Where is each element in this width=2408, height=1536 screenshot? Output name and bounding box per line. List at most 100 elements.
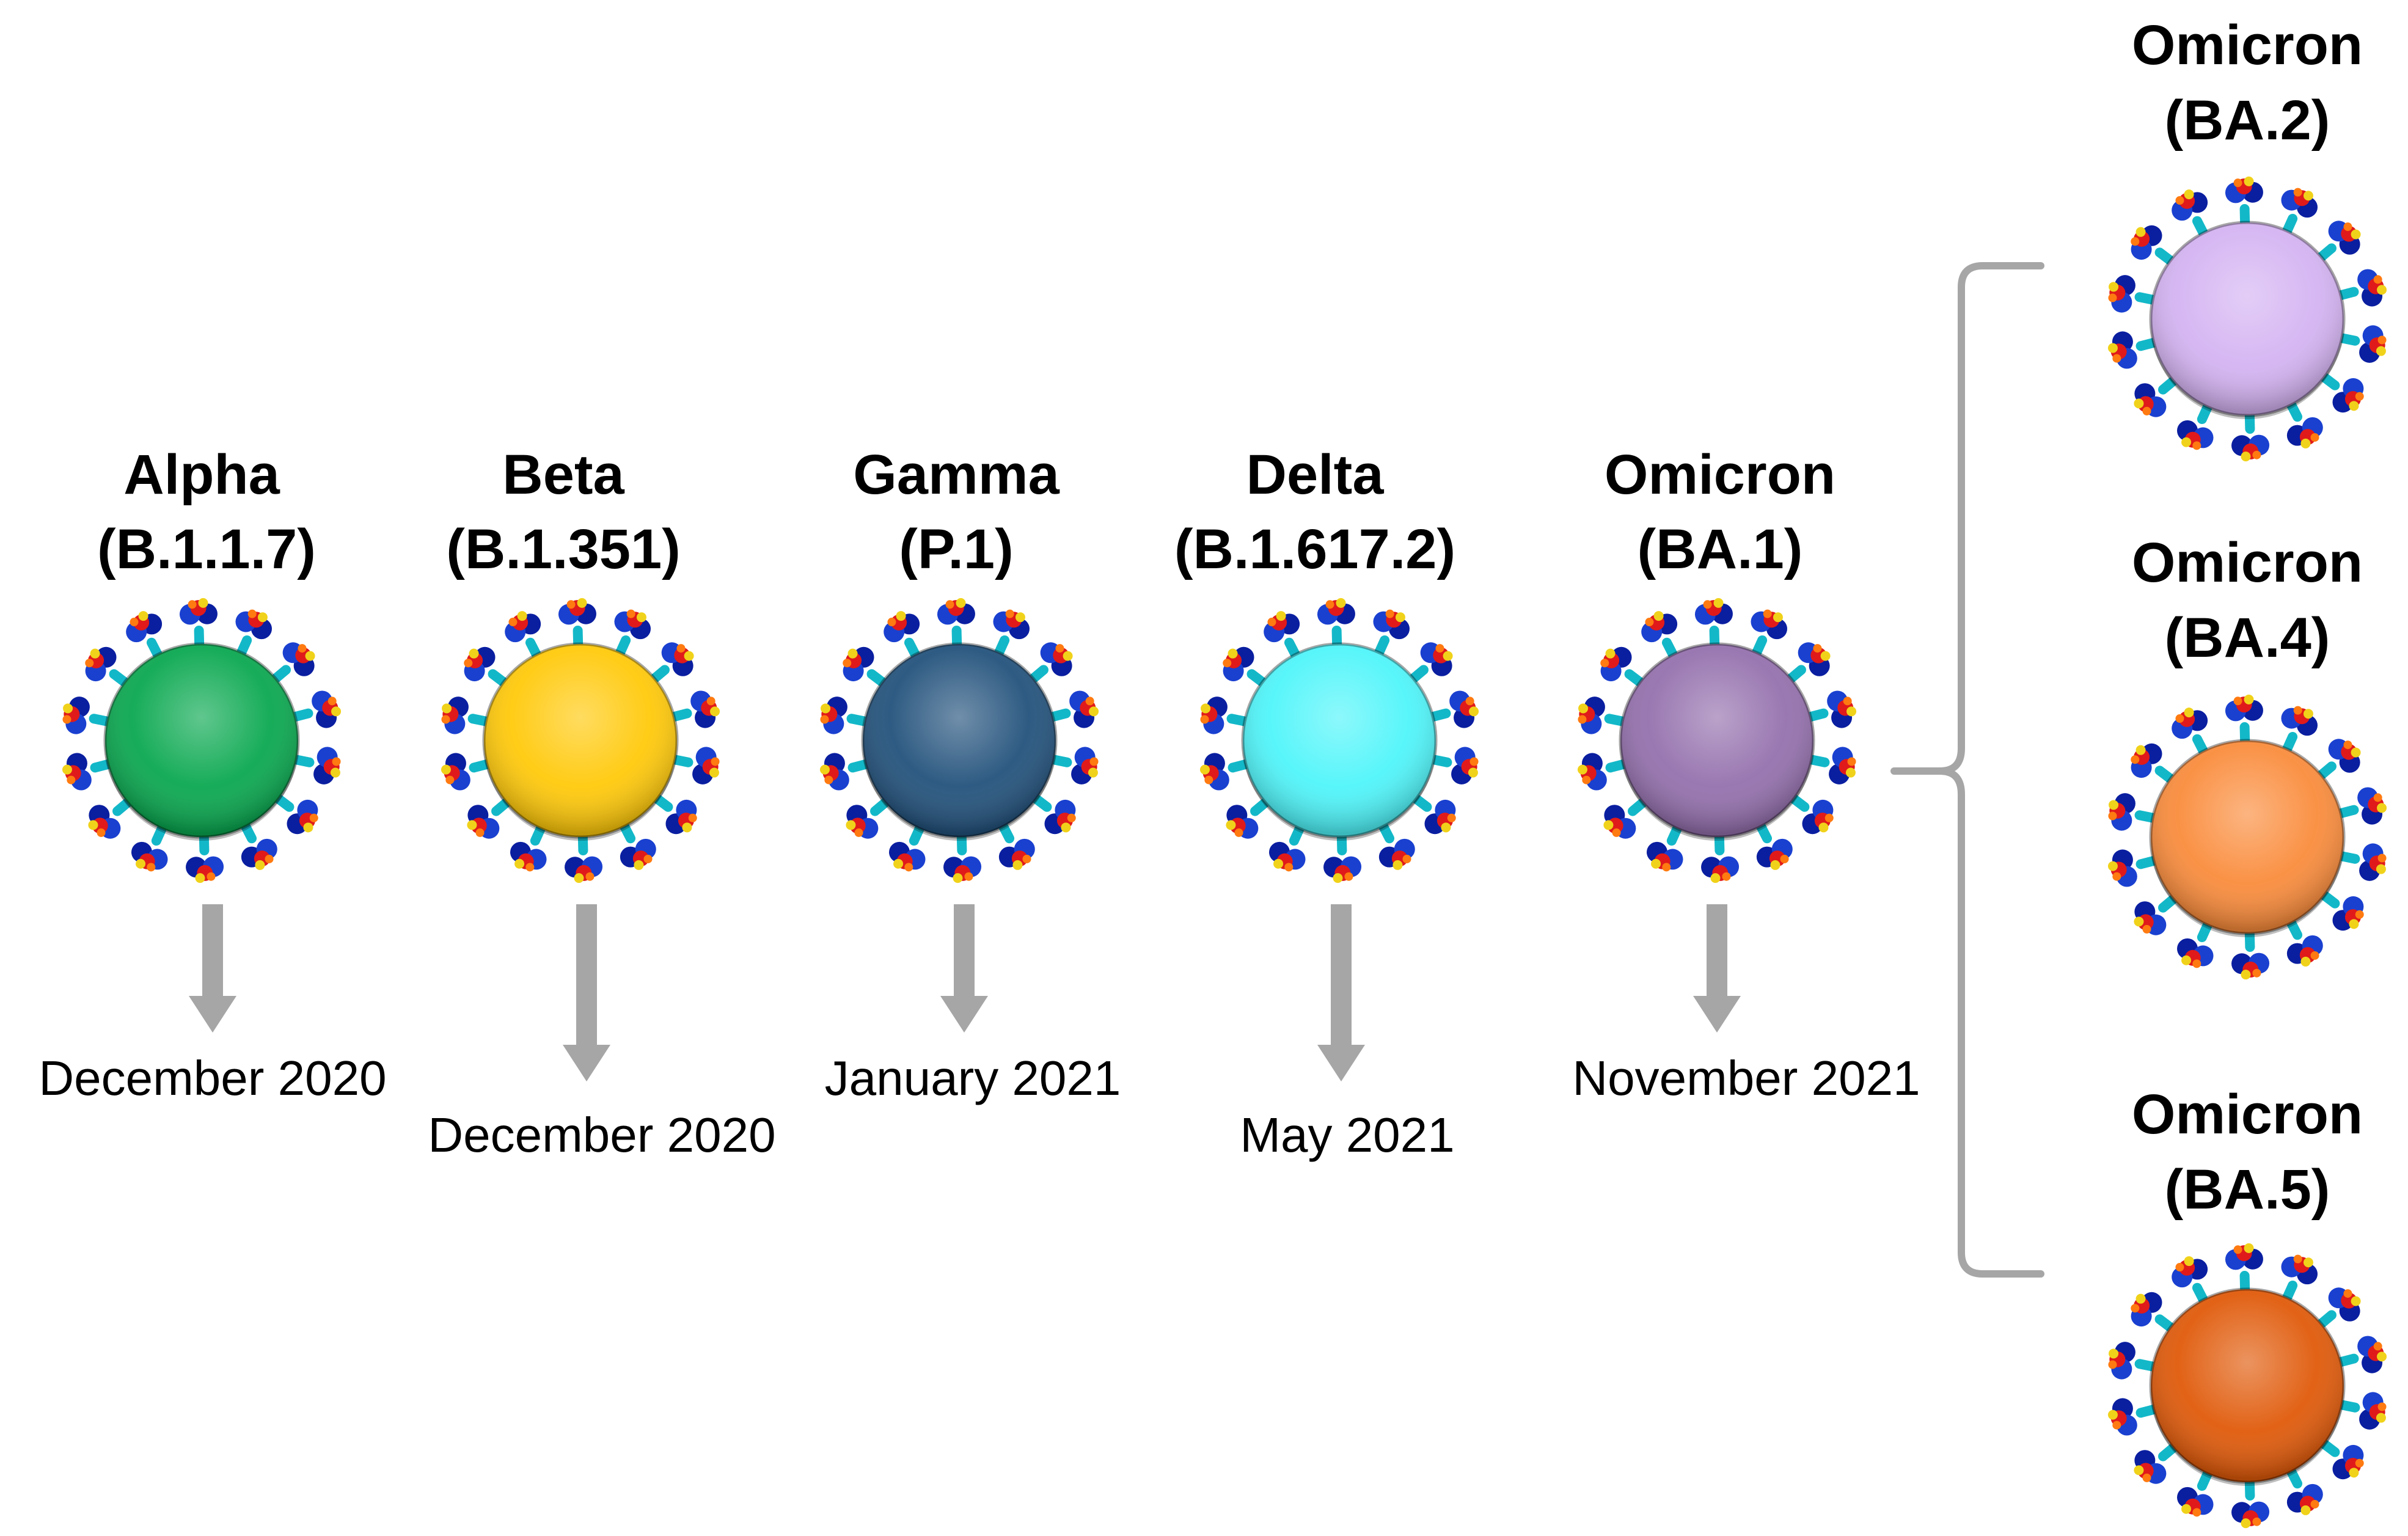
virus-particle-icon — [2107, 694, 2387, 980]
virus-particle-icon — [2107, 1243, 2387, 1529]
spike-protein-icon — [287, 747, 341, 784]
spike-protein-icon — [2316, 1436, 2364, 1480]
spike-protein-icon — [2280, 706, 2318, 758]
spike-protein-icon — [2108, 793, 2162, 831]
spike-protein-icon — [1199, 753, 1254, 791]
spike-protein-icon — [2332, 1336, 2387, 1373]
emergence-date: November 2021 — [1572, 1051, 1920, 1105]
virus-particle-icon — [1199, 598, 1479, 883]
variant-name: Omicron — [2132, 1083, 2363, 1146]
down-arrow-icon — [189, 904, 236, 1033]
spike-protein-icon — [2107, 331, 2162, 369]
spike-protein-icon — [1783, 642, 1831, 686]
spike-protein-icon — [843, 646, 890, 690]
spike-protein-icon — [2225, 694, 2263, 750]
spike-protein-icon — [1226, 795, 1273, 839]
variant-lineage: (B.1.1.7) — [97, 518, 316, 580]
variant-lineage: (B.1.617.2) — [1174, 518, 1455, 580]
spike-protein-icon — [2107, 1398, 2162, 1436]
spike-protein-icon — [2225, 1243, 2263, 1298]
spike-protein-icon — [613, 609, 651, 661]
spike-protein-icon — [2332, 787, 2387, 825]
spike-protein-icon — [1377, 818, 1415, 870]
spike-protein-icon — [62, 697, 116, 734]
emergence-date: January 2021 — [825, 1051, 1121, 1105]
variant-name: Beta — [502, 444, 624, 506]
spike-protein-icon — [1408, 791, 1456, 835]
spike-protein-icon — [2225, 176, 2263, 232]
variant-name: Omicron — [1605, 444, 1835, 506]
spike-protein-icon — [565, 828, 603, 883]
spike-protein-icon — [666, 747, 720, 784]
variant-name: Omicron — [2132, 14, 2363, 76]
variant-beta: Beta (B.1.351) December 2020 — [428, 444, 775, 1162]
spike-protein-icon — [2108, 1342, 2162, 1380]
spike-protein-icon — [1200, 697, 1254, 734]
spike-protein-icon — [2131, 1292, 2178, 1335]
spike-protein-icon — [2280, 1254, 2318, 1306]
spike-protein-icon — [1750, 609, 1787, 661]
spike-protein-icon — [271, 791, 318, 835]
spike-protein-icon — [820, 697, 874, 734]
spike-protein-icon — [1269, 820, 1306, 872]
spike-protein-icon — [441, 753, 496, 791]
spike-protein-icon — [464, 646, 511, 690]
spike-protein-icon — [1600, 646, 1648, 690]
spike-protein-icon — [1754, 818, 1793, 870]
spike-protein-icon — [2134, 373, 2181, 417]
variant-name: Gamma — [853, 444, 1059, 506]
spike-protein-icon — [2231, 1473, 2270, 1529]
spike-protein-icon — [884, 611, 922, 663]
variant-alpha: Alpha (B.1.1.7) December 2020 — [38, 444, 386, 1105]
spike-protein-icon — [2172, 708, 2210, 759]
spike-protein-icon — [1578, 697, 1631, 734]
spike-protein-icon — [2134, 891, 2181, 935]
variant-name: Omicron — [2132, 532, 2363, 594]
spike-protein-icon — [846, 795, 893, 839]
spike-protein-icon — [1424, 690, 1479, 728]
spike-protein-icon — [467, 795, 514, 839]
spike-protein-icon — [2134, 1440, 2181, 1484]
subvariant-bracket — [1890, 262, 2044, 1278]
spike-protein-icon — [1802, 690, 1857, 728]
spike-protein-icon — [179, 598, 218, 653]
spike-protein-icon — [441, 697, 495, 734]
virus-particle-icon — [2107, 176, 2387, 462]
spike-protein-icon — [2332, 269, 2387, 307]
virus-particle-icon — [441, 598, 720, 883]
spike-protein-icon — [1372, 609, 1410, 661]
variant-delta: Delta (B.1.617.2) May 2021 — [1174, 444, 1479, 1162]
spike-protein-icon — [268, 642, 315, 686]
spike-protein-icon — [2313, 221, 2361, 265]
spike-protein-icon — [2231, 406, 2270, 462]
spike-protein-icon — [1694, 598, 1733, 653]
spike-protein-icon — [1425, 747, 1479, 784]
spike-protein-icon — [2316, 888, 2364, 931]
emergence-date: December 2020 — [428, 1108, 775, 1162]
spike-protein-icon — [1802, 747, 1856, 784]
spike-protein-icon — [2333, 325, 2387, 363]
spike-protein-icon — [1323, 828, 1362, 883]
spike-protein-icon — [665, 690, 720, 728]
variant-lineage: (BA.1) — [1638, 518, 1803, 580]
virus-particle-icon — [819, 598, 1099, 883]
down-arrow-icon — [563, 904, 610, 1081]
spike-protein-icon — [1025, 642, 1073, 686]
variant-lineage: (P.1) — [899, 518, 1014, 580]
virus-particle-icon — [62, 598, 342, 883]
spike-protein-icon — [558, 598, 596, 653]
spike-protein-icon — [1045, 747, 1099, 784]
down-arrow-icon — [1317, 904, 1365, 1081]
spike-protein-icon — [287, 690, 342, 728]
spike-protein-icon — [618, 818, 656, 870]
subvariant-omicron-ba4: Omicron (BA.4) — [2107, 532, 2387, 980]
virus-particle-icon — [1577, 598, 1857, 883]
variant-lineage: (BA.2) — [2165, 89, 2330, 152]
spike-protein-icon — [2107, 849, 2162, 887]
spike-protein-icon — [1647, 820, 1684, 872]
variant-gamma: Gamma (P.1) January 2021 — [819, 444, 1121, 1105]
spike-protein-icon — [2172, 189, 2210, 241]
spike-protein-icon — [1603, 795, 1651, 839]
spike-protein-icon — [2333, 1392, 2387, 1430]
